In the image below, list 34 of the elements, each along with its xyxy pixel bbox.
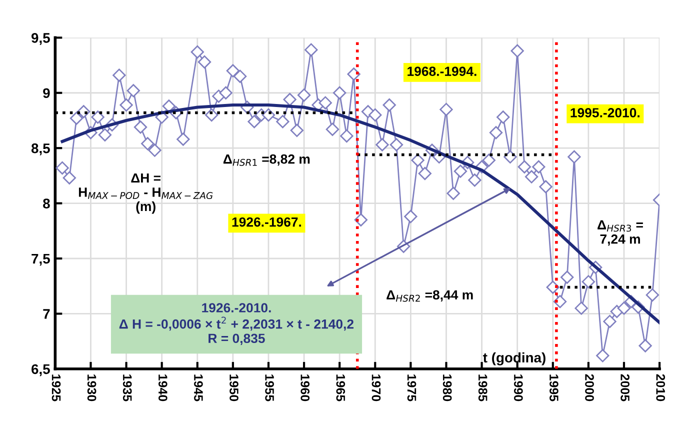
y-tick-label: 8,5	[31, 143, 50, 156]
x-tick-label: 1990	[514, 374, 523, 402]
annotation: 1995.-2010.	[570, 108, 640, 118]
x-tick-label: 2005	[620, 374, 630, 402]
x-tick-label: 1950	[230, 374, 238, 402]
x-axis-title: t (godina)	[483, 352, 546, 366]
x-tick-label: 1975	[407, 374, 416, 402]
x-tick-label: 1940	[158, 374, 168, 402]
annotation: Δ$_{HSR3}$ = 7,24 m	[598, 220, 643, 246]
y-tick-label: 9,5	[32, 33, 50, 45]
x-tick-label: 1930	[87, 374, 96, 402]
annotation: 1926.-1967.	[232, 217, 302, 227]
annotation: 1926.-2010. Δ H = -0,0006 × t$^{2}$ + 2,2031 × t - 2140,2 R = 0,835	[119, 303, 354, 345]
x-tick-label: 1945	[194, 374, 203, 402]
x-tick-label: 1970	[372, 374, 381, 402]
annotation: Δ$_{HSR1}$ =8,82 m	[223, 154, 310, 166]
text: ΔH = H$_{MAX−POD}$ - H$_{MAX−ZAG}$ (m)	[78, 173, 213, 214]
x-tick-label: 1985	[478, 374, 488, 402]
x-tick-label: 2000	[585, 374, 594, 402]
y-tick-label: 7	[43, 309, 50, 319]
y-tick-label: 7,5	[32, 254, 50, 266]
x-tick-label: 1980	[442, 374, 452, 402]
annotation: 1968.-1994.	[408, 66, 476, 76]
x-tick-label: 1955	[265, 374, 274, 402]
x-tick-label: 1960	[300, 374, 310, 402]
x-tick-label: 1935	[122, 374, 132, 402]
x-tick-label: 2010	[656, 374, 666, 402]
x-tick-label: 1995	[550, 374, 558, 402]
x-tick-label: 1965	[336, 374, 346, 402]
y-tick-label: 6,5	[32, 364, 50, 376]
y-tick-label: 9	[43, 88, 50, 98]
x-tick-label: 1925	[52, 374, 61, 402]
annotation: Δ$_{HSR2}$ =8,44 m	[386, 290, 473, 302]
y-tick-label: 8	[43, 198, 50, 208]
